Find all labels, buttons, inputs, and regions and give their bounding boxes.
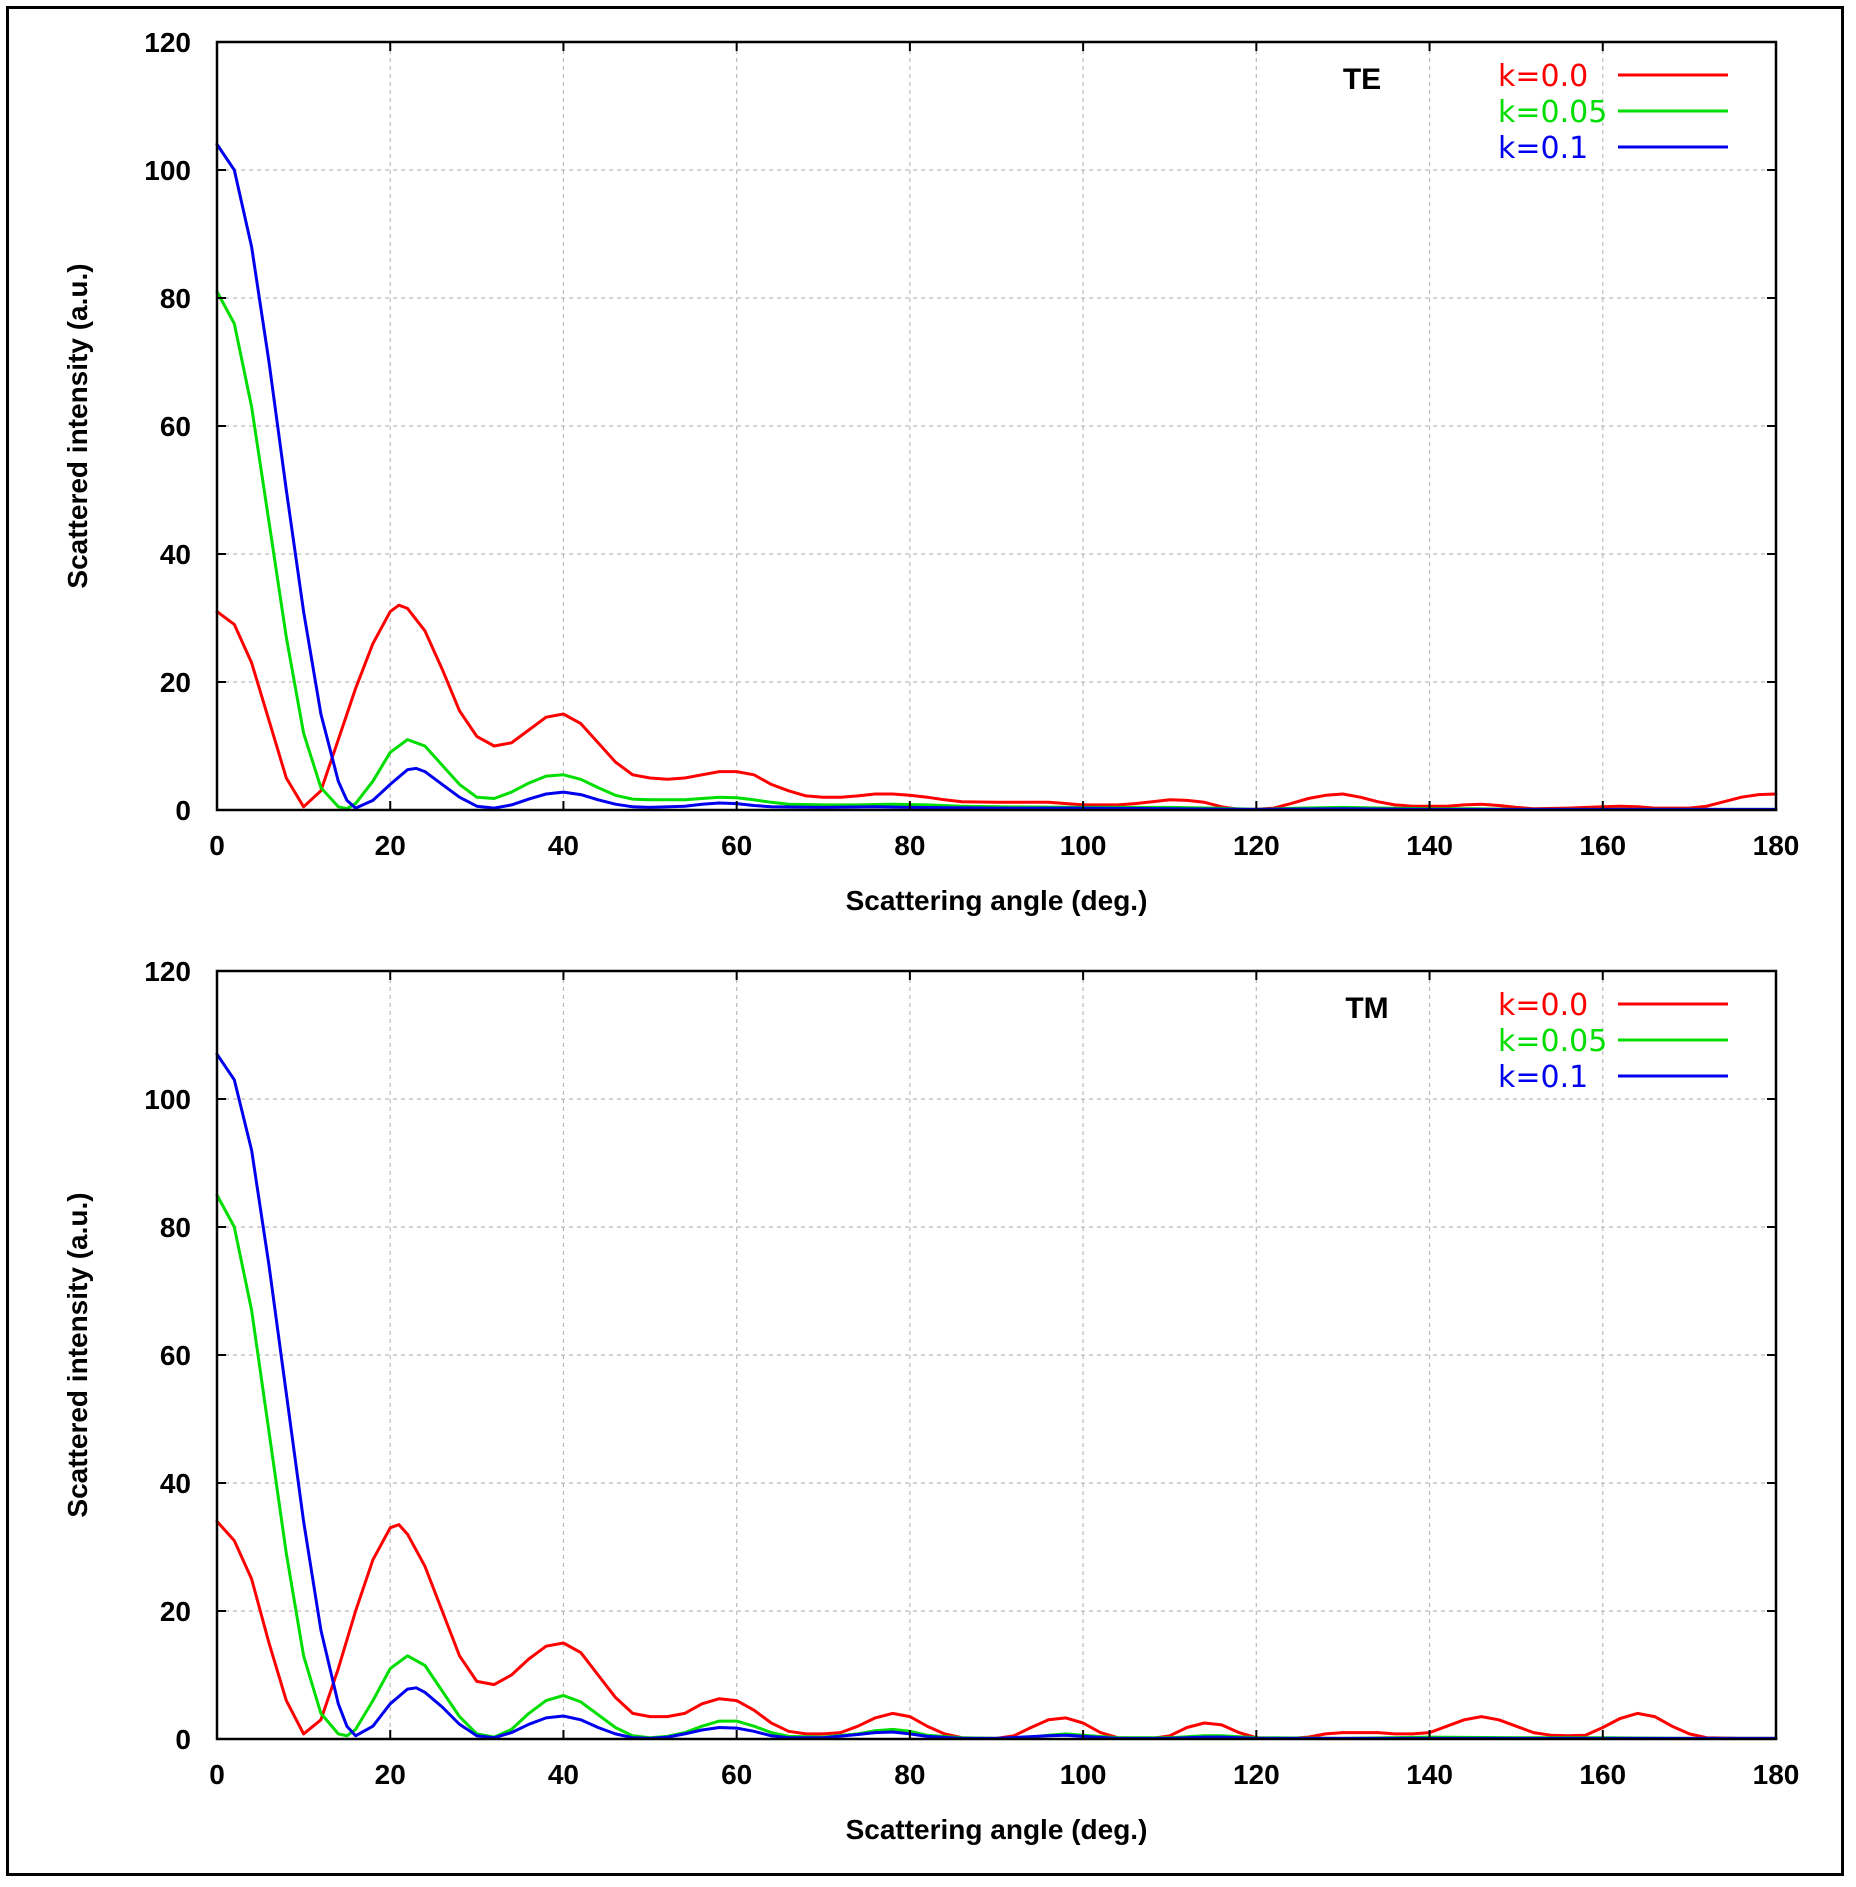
y-axis-label: Scattered intensity (a.u.) bbox=[62, 1192, 93, 1517]
y-tick-label: 20 bbox=[160, 1596, 191, 1627]
te-panel: 0 20 40 60 80 100 120 140 160 180020406080100120 … bbox=[62, 27, 1799, 916]
legend-label: k=0.1 bbox=[1498, 131, 1588, 166]
x-tick-label: 140 bbox=[1406, 830, 1453, 861]
x-tick-label: 120 bbox=[1233, 1759, 1280, 1790]
series-line-k=0.05 bbox=[215, 1193, 1778, 1740]
panel-title-te: TE bbox=[1343, 63, 1381, 96]
x-tick-label: 20 bbox=[375, 830, 406, 861]
series-line-k=0.0 bbox=[215, 1519, 1778, 1740]
y-tick-label: 60 bbox=[160, 1340, 191, 1371]
y-tick-label: 0 bbox=[175, 1724, 191, 1755]
x-tick-label: 100 bbox=[1060, 830, 1107, 861]
series-line-k=0.05 bbox=[215, 290, 1778, 811]
x-tick-label: 80 bbox=[894, 1759, 925, 1790]
legend: k=0.0k=0.05k=0.1 bbox=[1498, 988, 1728, 1095]
legend-label: k=0.0 bbox=[1498, 988, 1588, 1023]
y-tick-label: 40 bbox=[160, 539, 191, 570]
series-line-k=0.0 bbox=[215, 603, 1778, 811]
legend-label: k=0.05 bbox=[1498, 1024, 1607, 1059]
x-tick-label: 60 bbox=[721, 830, 752, 861]
x-tick-label: 40 bbox=[548, 1759, 579, 1790]
tm-panel: 0 20 40 60 80 100 120 140 160 180020406080100120 … bbox=[62, 956, 1799, 1845]
y-tick-label: 100 bbox=[144, 155, 191, 186]
y-tick-label: 20 bbox=[160, 667, 191, 698]
x-tick-label: 0 bbox=[209, 1759, 225, 1790]
x-tick-label: 180 bbox=[1753, 1759, 1800, 1790]
y-tick-label: 120 bbox=[144, 27, 191, 58]
panel-title-tm: TM bbox=[1345, 992, 1388, 1025]
series-line-k=0.1 bbox=[215, 142, 1778, 811]
x-tick-label: 80 bbox=[894, 830, 925, 861]
x-tick-label: 140 bbox=[1406, 1759, 1453, 1790]
legend: k=0.0k=0.05k=0.1 bbox=[1498, 59, 1728, 166]
x-tick-label: 20 bbox=[375, 1759, 406, 1790]
y-tick-label: 40 bbox=[160, 1468, 191, 1499]
y-tick-label: 120 bbox=[144, 956, 191, 987]
x-tick-label: 0 bbox=[209, 830, 225, 861]
figure-frame bbox=[6, 6, 1844, 1876]
x-tick-label: 120 bbox=[1233, 830, 1280, 861]
x-tick-label: 100 bbox=[1060, 1759, 1107, 1790]
x-tick-label: 40 bbox=[548, 830, 579, 861]
legend-label: k=0.05 bbox=[1498, 95, 1607, 130]
x-tick-label: 180 bbox=[1753, 830, 1800, 861]
x-axis-label: Scattering angle (deg.) bbox=[846, 1814, 1148, 1845]
x-tick-label: 60 bbox=[721, 1759, 752, 1790]
y-tick-label: 80 bbox=[160, 1212, 191, 1243]
y-tick-label: 80 bbox=[160, 283, 191, 314]
x-axis-label: Scattering angle (deg.) bbox=[846, 885, 1148, 916]
legend-label: k=0.1 bbox=[1498, 1060, 1588, 1095]
y-axis-label: Scattered intensity (a.u.) bbox=[62, 263, 93, 588]
y-tick-label: 60 bbox=[160, 411, 191, 442]
legend-label: k=0.0 bbox=[1498, 59, 1588, 94]
x-tick-label: 160 bbox=[1579, 1759, 1626, 1790]
y-tick-label: 0 bbox=[175, 795, 191, 826]
x-tick-label: 160 bbox=[1579, 830, 1626, 861]
y-tick-label: 100 bbox=[144, 1084, 191, 1115]
